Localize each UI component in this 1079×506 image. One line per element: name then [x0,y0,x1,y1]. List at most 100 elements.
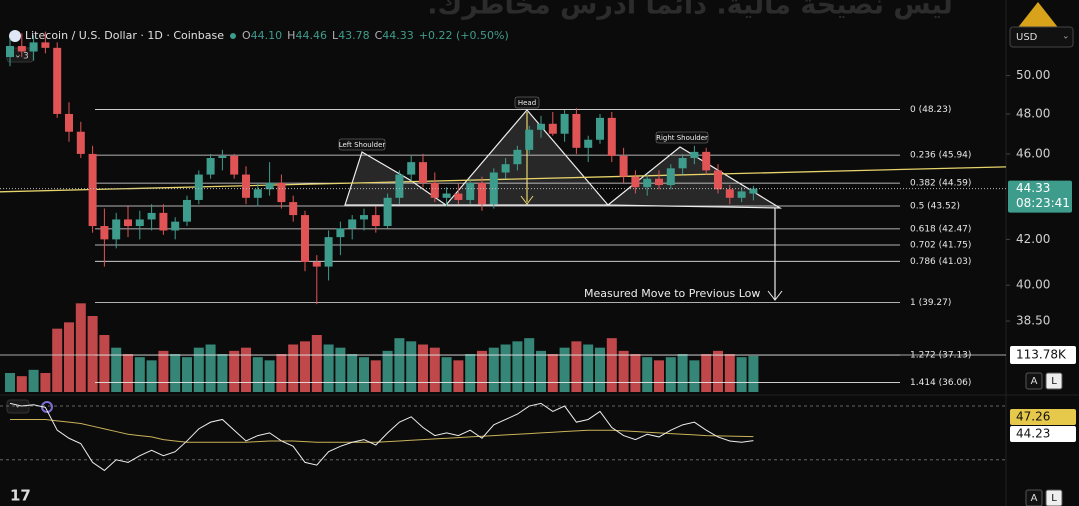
candle-body [135,219,144,227]
volume-bar [630,354,641,392]
volume-bar [205,344,216,392]
rsi-ma-line [10,418,754,443]
volume-bar [736,357,747,392]
volume-bar [359,357,369,392]
symbol: Litecoin / U.S. Dollar · 1D · Coinbase [25,29,224,42]
ohlc-value: 43.78 [338,29,370,42]
countdown: 08:23:41 [1016,196,1070,210]
candle-body [607,117,616,156]
volume-bar [595,347,605,392]
left-shoulder-label: Left Shoulder [339,141,386,149]
fib-label: 0 (48.23) [910,105,951,115]
candle-body [643,178,652,188]
candle-body [407,162,416,175]
ohlc-key: O [242,29,251,42]
volume-bar [5,373,15,392]
head-label: Head [518,99,536,107]
volume-bar [724,354,735,392]
volume-bar [123,354,133,392]
trendline [0,166,1007,193]
volume-bar [677,354,688,392]
candle-body [253,189,262,198]
volume-bar [512,341,523,392]
candle-body [725,189,734,198]
candle-body [206,158,215,175]
volume-bar [28,369,39,392]
volume-bar [52,328,63,392]
currency-select[interactable] [1009,26,1074,48]
volume-bar [146,360,157,392]
volume-bar [111,347,122,392]
volume-bar [465,354,476,392]
coin-logo [9,30,21,42]
volume-bar [16,376,27,392]
candle-body [265,182,274,190]
scale-button[interactable] [1045,372,1063,390]
volume-box [1010,346,1076,364]
volume-bar [606,338,617,392]
volume-label: 113.78K [1016,348,1067,362]
candle-body [17,46,26,52]
candle-body [560,113,569,134]
volume-bar [583,344,594,392]
candle-body [324,237,333,267]
volume-bar [64,322,74,392]
fib-label: 0.618 (42.47) [910,224,971,234]
candle-body [419,162,427,183]
volume-bar [229,350,240,392]
scale-button-label: A [1031,493,1038,504]
fib-label: 1 (39.27) [910,298,951,308]
fib-label: 1.414 (36.06) [910,378,971,388]
volume-bar [158,350,169,392]
candle-body [537,123,545,130]
label-box [655,131,709,144]
volume-bar [536,350,546,392]
volume-bar [288,344,299,392]
warning-icon [1016,2,1060,30]
candle-body [702,151,711,171]
y-tick-label: 42.00 [1016,232,1050,246]
label-box [338,138,386,151]
candle-body [124,219,132,227]
chevron: ⌄ [14,51,22,61]
candle-body [749,188,758,194]
volume-bar [441,357,452,392]
scale-button[interactable] [1025,489,1043,506]
fib-label: 0.382 (44.59) [910,179,971,189]
ohlc-key: C [375,29,383,42]
volume-bar [571,341,582,392]
candle-body [548,123,557,134]
volume-bar [99,335,110,392]
candle-body [147,212,156,220]
rsi-line [9,402,754,472]
candle-body [348,219,357,229]
ohlc-key: H [287,29,295,42]
volume-bar [276,354,287,392]
volume-bar [524,338,535,392]
candle-body [525,129,534,150]
indicator-count: 3 [23,52,29,62]
volume-bar [323,344,334,392]
volume-bar [170,354,181,392]
volume-bar [300,341,310,392]
last-price: 44.33 [1016,181,1050,195]
fib-label: 0.236 (45.94) [910,151,971,161]
scale-button-label: L [1051,493,1057,504]
candle-body [194,174,203,200]
candle-body [655,178,663,186]
watermark: ليس نصيحة مالية. دائما ادرس مخاطرك. [427,0,953,21]
volume-bar [406,341,417,392]
volume-bar [477,350,487,392]
rsi-ma-label: 47.26 [1016,410,1050,424]
volume-bar [418,344,428,392]
volume-bar [701,354,712,392]
fib-label: 0.5 (43.52) [910,201,960,211]
candle-body [277,182,286,203]
volume-bar [370,360,381,392]
scale-button[interactable] [1045,489,1063,506]
candle-body [395,174,404,198]
scale-button[interactable] [1025,372,1043,390]
candle-body [478,182,486,205]
